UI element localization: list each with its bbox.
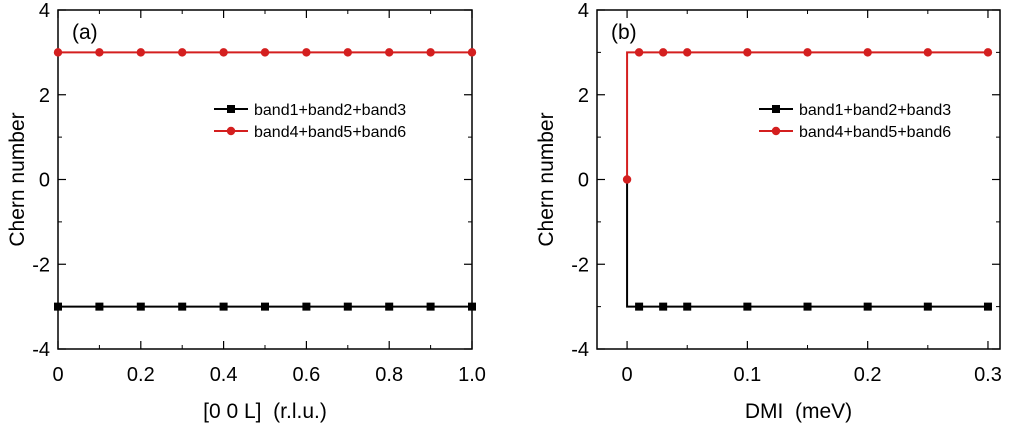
y-tick-label: -4 xyxy=(571,339,589,361)
x-tick-label: 0.8 xyxy=(375,364,403,386)
data-point xyxy=(634,48,644,57)
data-point xyxy=(54,302,62,311)
legend-label: band1+band2+band3 xyxy=(254,102,406,119)
legend-label: band4+band5+band6 xyxy=(254,124,406,141)
x-tick-label: 0.2 xyxy=(127,364,155,386)
data-point xyxy=(343,48,352,57)
chart-panel-b: 4 2 0 -2 -4 0 0.1 0.2 0.3 DMI (meV) Chern number (b… xyxy=(535,0,1002,423)
x-tick-label: 0.2 xyxy=(854,364,882,386)
data-point xyxy=(261,302,269,311)
data-point xyxy=(658,48,668,57)
data-point xyxy=(426,48,435,57)
data-point xyxy=(659,302,668,311)
legend-label: band1+band2+band3 xyxy=(799,102,951,119)
data-point xyxy=(53,48,63,57)
data-point xyxy=(983,302,992,311)
data-point xyxy=(219,302,228,311)
data-point xyxy=(302,302,311,311)
data-point xyxy=(803,302,812,311)
x-axis-label: DMI (meV) xyxy=(745,400,852,423)
data-point xyxy=(178,302,187,311)
data-point xyxy=(219,48,228,57)
data-point xyxy=(178,48,187,57)
y-tick-label: 2 xyxy=(39,85,50,107)
x-tick-label: 0 xyxy=(622,364,633,386)
x-tick-label: 0.1 xyxy=(733,364,761,386)
data-point xyxy=(683,302,692,311)
data-point xyxy=(136,302,145,311)
data-point xyxy=(863,48,872,57)
x-tick-label: 1.0 xyxy=(458,364,486,386)
data-point xyxy=(95,302,104,311)
y-tick-label: 0 xyxy=(578,170,589,192)
legend-marker xyxy=(226,126,236,136)
data-point xyxy=(136,48,145,57)
y-axis-label: Chern number xyxy=(535,112,558,246)
data-point xyxy=(743,302,752,311)
panel-label: (b) xyxy=(611,21,637,44)
data-point xyxy=(923,302,932,311)
x-axis-label: [0 0 L] (r.l.u.) xyxy=(203,400,327,423)
data-point xyxy=(426,302,435,311)
data-point xyxy=(743,48,752,57)
data-point xyxy=(260,48,270,57)
plot-frame xyxy=(596,9,1001,350)
legend-marker xyxy=(771,126,781,136)
data-point xyxy=(983,48,993,57)
data-point xyxy=(635,302,644,311)
plot-frame xyxy=(57,9,473,350)
data-point xyxy=(95,48,104,57)
legend-marker xyxy=(772,105,780,113)
legend-label: band4+band5+band6 xyxy=(799,124,951,141)
series-line xyxy=(626,51,988,180)
data-point xyxy=(863,302,872,311)
data-point xyxy=(385,302,394,311)
data-point xyxy=(302,48,311,57)
y-tick-label: 0 xyxy=(39,170,50,192)
legend-marker xyxy=(227,105,235,113)
data-point xyxy=(468,302,476,311)
panel-label: (a) xyxy=(72,21,98,44)
x-tick-label: 0.6 xyxy=(292,364,320,386)
y-tick-label: 4 xyxy=(39,0,50,22)
data-point xyxy=(343,302,352,311)
data-point xyxy=(923,48,933,57)
y-tick-label: -4 xyxy=(32,339,50,361)
y-tick-label: -2 xyxy=(32,254,50,276)
chart-panel-a: 420-2-40 0.2 0.4 0.6 0.8 1.0[0 0 L] (r.l.u.)C… xyxy=(6,0,486,423)
data-point xyxy=(683,48,692,57)
data-point xyxy=(803,48,812,57)
y-tick-label: -2 xyxy=(571,254,589,276)
x-tick-label: 0.4 xyxy=(210,364,238,386)
x-tick-label: 0.3 xyxy=(974,364,1002,386)
data-point xyxy=(385,48,394,57)
y-tick-label: 4 xyxy=(578,0,589,22)
data-point xyxy=(622,175,632,184)
data-point xyxy=(467,48,477,57)
y-axis-label: Chern number xyxy=(6,112,29,246)
series-line xyxy=(626,179,988,308)
y-tick-label: 2 xyxy=(578,85,589,107)
x-tick-label: 0 xyxy=(52,364,63,386)
